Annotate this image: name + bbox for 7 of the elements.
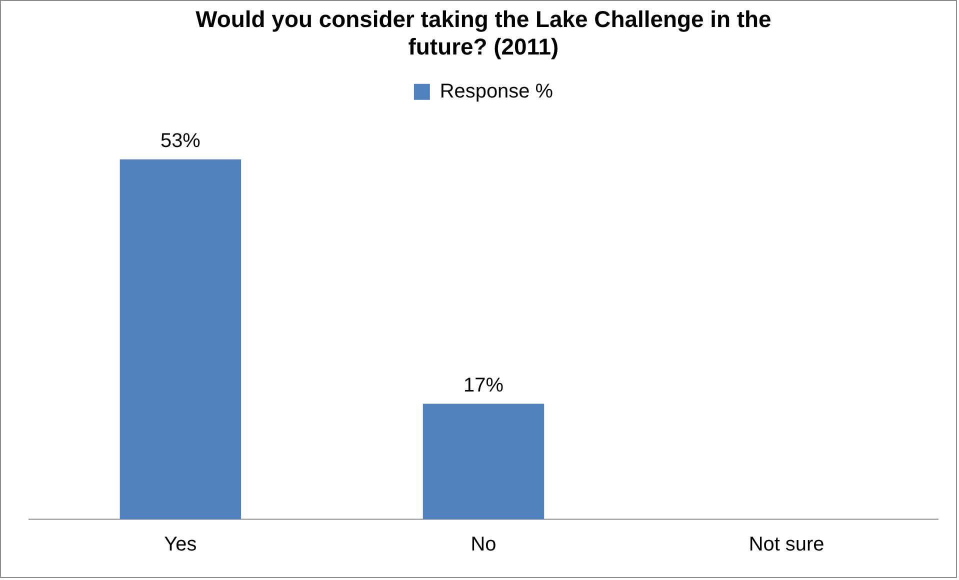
x-tick-label: No (470, 534, 496, 556)
legend-label: Response % (440, 80, 554, 102)
x-tick-label: Not sure (748, 534, 824, 556)
x-tick-label: Yes (164, 534, 197, 556)
chart-title: Would you consider taking the Lake Challenge in the future? (2011) (196, 6, 772, 60)
data-label: 53% (160, 130, 201, 152)
data-label: 17% (464, 374, 504, 396)
